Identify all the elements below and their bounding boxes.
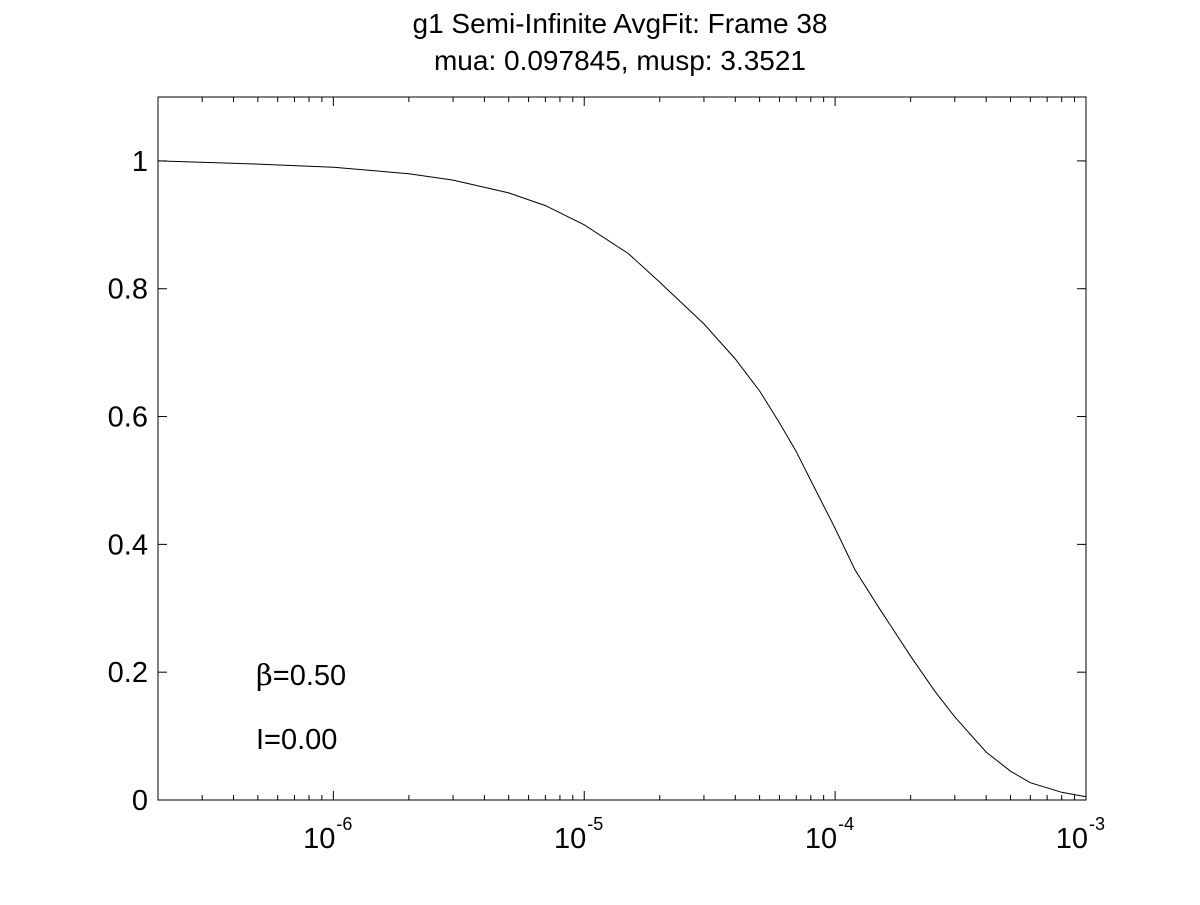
- chart-subtitle: mua: 0.097845, musp: 3.3521: [434, 45, 806, 76]
- x-tick-label: 10: [805, 823, 837, 855]
- beta-value: =0.50: [273, 660, 346, 692]
- y-tick-label: 0.2: [108, 657, 148, 689]
- intensity-annotation: I=0.00: [256, 724, 337, 756]
- x-tick-label: 10: [303, 823, 335, 855]
- axes-box: [157, 96, 1087, 801]
- x-tick-exponent: -5: [587, 814, 603, 834]
- series-line: [157, 160, 1087, 798]
- plot-area: 10 -6 10 -5 10 -4 10 -300.20.40.60.81: [108, 96, 1105, 855]
- y-tick-label: 0.8: [108, 274, 148, 306]
- y-tick-label: 0: [132, 785, 148, 817]
- chart-title: g1 Semi-Infinite AvgFit: Frame 38: [413, 8, 828, 39]
- x-tick-label: 10: [554, 823, 586, 855]
- x-tick-exponent: -4: [838, 814, 854, 834]
- y-tick-label: 0.4: [108, 529, 148, 561]
- y-tick-label: 1: [132, 146, 148, 178]
- x-tick-exponent: -6: [336, 814, 352, 834]
- beta-symbol: β: [256, 658, 273, 692]
- x-tick-exponent: -3: [1089, 814, 1105, 834]
- beta-annotation: β=0.50: [256, 658, 346, 692]
- x-tick-label: 10: [1056, 823, 1088, 855]
- y-tick-label: 0.6: [108, 402, 148, 434]
